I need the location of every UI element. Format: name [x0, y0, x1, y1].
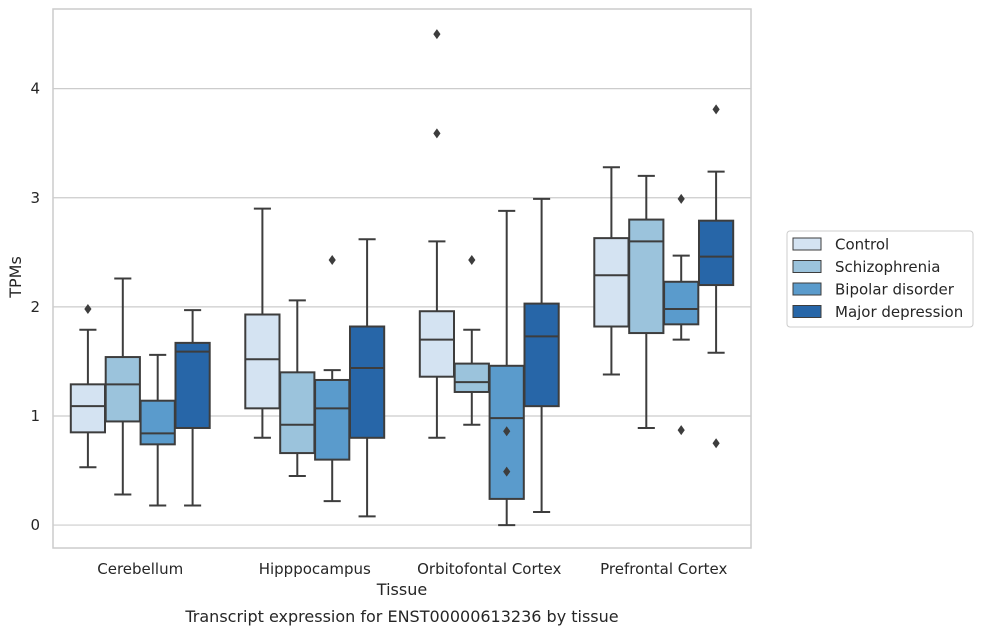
- box-major-depression: [697, 104, 735, 449]
- box-major-depression: [348, 238, 386, 518]
- y-tick-label: 1: [30, 407, 40, 425]
- y-tick-label: 0: [30, 516, 40, 534]
- box-iqr: [348, 325, 386, 439]
- legend-swatch: [792, 305, 822, 318]
- box-bipolar-disorder: [663, 193, 700, 436]
- box-major-depression: [174, 309, 211, 507]
- box-iqr: [628, 218, 665, 335]
- legend-swatch: [792, 260, 822, 273]
- outlier-point: [84, 304, 92, 315]
- outlier-point: [503, 426, 511, 437]
- box-schizophrenia: [453, 254, 490, 426]
- box-iqr: [174, 341, 211, 429]
- chart-caption: Transcript expression for ENST0000061323…: [184, 607, 618, 626]
- box-iqr: [244, 313, 281, 410]
- box-iqr: [593, 237, 630, 328]
- y-tick-labels: 0 1 2 3 4: [30, 80, 40, 534]
- x-tick-label: Cerebellum: [97, 560, 183, 578]
- box-schizophrenia: [104, 277, 141, 496]
- legend-swatch: [792, 282, 822, 296]
- legend-label: Major depression: [835, 303, 963, 321]
- boxes: [69, 29, 735, 527]
- legend-label: Bipolar disorder: [835, 281, 955, 299]
- box-bipolar-disorder: [314, 254, 351, 503]
- box-schizophrenia: [628, 174, 665, 429]
- box-iqr: [697, 219, 735, 287]
- legend-label: Schizophrenia: [835, 258, 940, 276]
- outlier-point: [328, 254, 336, 265]
- y-tick-label: 3: [30, 189, 40, 207]
- box-schizophrenia: [279, 299, 316, 477]
- outlier-point: [468, 254, 476, 265]
- outlier-point: [712, 104, 720, 115]
- x-tick-label: Hipppocampus: [259, 560, 371, 578]
- box-bipolar-disorder: [488, 209, 525, 527]
- y-tick-label: 2: [30, 298, 40, 316]
- legend: Control Schizophrenia Bipolar disorder Majo…: [786, 230, 974, 328]
- box-iqr: [523, 302, 560, 408]
- box-iqr: [104, 356, 141, 423]
- x-tick-labels: Cerebellum Hipppocampus Orbitofontal Corte…: [97, 560, 727, 578]
- box-iqr: [69, 383, 107, 434]
- outlier-point: [503, 466, 511, 477]
- legend-label: Control: [835, 236, 889, 254]
- plot-frame: [52, 8, 752, 549]
- box-iqr: [418, 310, 456, 378]
- outlier-point: [433, 29, 441, 40]
- outlier-point: [433, 128, 441, 139]
- box-control: [69, 304, 107, 469]
- x-tick-label: Orbitofontal Cortex: [417, 560, 561, 578]
- box-iqr: [453, 362, 490, 393]
- box-control: [244, 207, 281, 439]
- box-iqr: [139, 399, 176, 446]
- box-iqr: [279, 371, 316, 455]
- box-major-depression: [523, 197, 560, 513]
- x-axis-label: Tissue: [376, 580, 427, 599]
- legend-items: Control Schizophrenia Bipolar disorder Majo…: [792, 236, 963, 321]
- legend-frame: [786, 230, 974, 328]
- outlier-point: [712, 438, 720, 449]
- box-iqr: [663, 280, 700, 326]
- outlier-point: [677, 425, 685, 436]
- box-bipolar-disorder: [139, 353, 176, 507]
- box-iqr: [314, 378, 351, 461]
- box-control: [593, 166, 630, 376]
- box-control: [418, 29, 456, 439]
- y-tick-label: 4: [30, 80, 40, 98]
- x-tick-label: Prefrontal Cortex: [600, 560, 727, 578]
- y-axis-label: TPMs: [6, 256, 25, 299]
- outlier-point: [677, 193, 685, 204]
- legend-swatch: [792, 237, 822, 251]
